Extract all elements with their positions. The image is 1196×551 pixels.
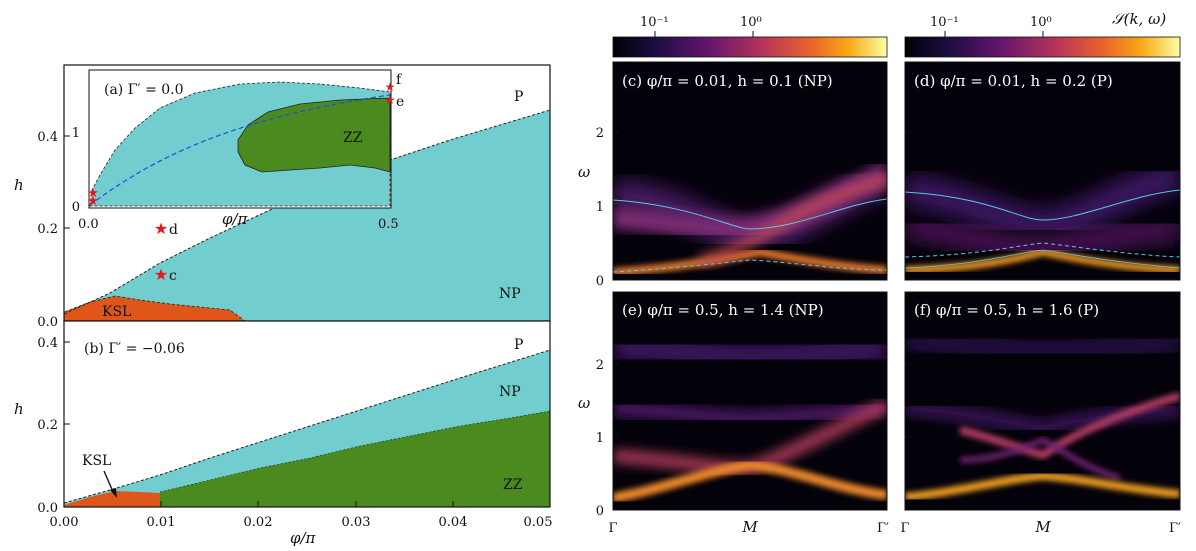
inset-label-f: f xyxy=(396,72,403,88)
spectrum-c-ytick-0: 0 xyxy=(596,274,604,289)
colorbar-right: 10⁻¹ 10⁰ 𝒮(k, ω) xyxy=(904,10,1181,58)
bottom-label-p: P xyxy=(514,337,523,353)
bottom-label-ksl: KSL xyxy=(82,453,111,469)
spectrum-c-ytick-1: 1 xyxy=(596,200,604,215)
inset-ytick-0: 0 xyxy=(72,200,80,215)
bottom-ksl-region xyxy=(64,491,160,507)
inset-zz-region xyxy=(237,97,391,173)
inset-ytick-1: 1 xyxy=(72,126,80,141)
star-d-label: d xyxy=(169,222,178,238)
inset-label-e: e xyxy=(396,94,404,110)
spectrum-e-ytick-0: 0 xyxy=(596,504,604,519)
spectrum-e: (e) φ/π = 0.5, h = 1.4 (NP) 0 1 2 ω Γ M … xyxy=(578,291,889,536)
top-ytick-1: 0.2 xyxy=(37,222,58,237)
bottom-xtick-5: 0.05 xyxy=(524,515,553,530)
inset-star-e-icon: ★ xyxy=(385,93,396,107)
bottom-label-zz: ZZ xyxy=(503,477,523,493)
spectrum-f-xtick-1: M xyxy=(1034,518,1051,536)
bottom-xtick-3: 0.03 xyxy=(342,515,371,530)
star-c-label: c xyxy=(169,268,177,284)
colorbar-label: 𝒮(k, ω) xyxy=(1112,10,1166,28)
spectrum-c-ytick-2: 2 xyxy=(596,126,604,141)
inset-xtick-0: 0.0 xyxy=(78,217,99,232)
spectrum-e-xtick-0: Γ xyxy=(608,521,617,536)
top-label-ksl: KSL xyxy=(102,304,131,320)
spectrum-e-ytick-1: 1 xyxy=(596,431,604,446)
spectrum-e-ytick-2: 2 xyxy=(596,358,604,373)
top-label-np: NP xyxy=(499,286,521,302)
bottom-xtick-4: 0.04 xyxy=(439,515,468,530)
spectrum-f-xtick-2: Γ′ xyxy=(1169,521,1181,536)
ksl-region xyxy=(63,295,247,322)
spectrum-c-title: (c) φ/π = 0.01, h = 0.1 (NP) xyxy=(622,72,833,90)
spectrum-d-title: (d) φ/π = 0.01, h = 0.2 (P) xyxy=(914,72,1113,90)
inset-xtick-1: 0.5 xyxy=(378,217,399,232)
colorbar-left-tick-1: 10⁰ xyxy=(740,15,762,30)
inset-star-f-icon: ★ xyxy=(385,80,396,94)
bottom-ylabel: h xyxy=(14,400,24,418)
spectrum-bottom-ylabel: ω xyxy=(578,394,590,412)
bottom-ytick-0: 0.0 xyxy=(37,501,58,516)
top-ytick-0: 0.0 xyxy=(37,315,58,330)
bottom-ytick-1: 0.2 xyxy=(37,418,58,433)
spectrum-f: (f) φ/π = 0.5, h = 1.6 (P) Γ M Γ′ xyxy=(900,291,1181,536)
inset-xlabel: φ/π xyxy=(222,210,249,228)
bottom-xtick-0: 0.00 xyxy=(50,515,79,530)
bottom-label-np: NP xyxy=(499,384,521,400)
top-ylabel: h xyxy=(14,176,24,194)
bottom-xlabel: φ/π xyxy=(290,529,317,547)
bottom-title: (b) Γ′ = −0.06 xyxy=(84,341,185,357)
colorbar-left: 10⁻¹ 10⁰ xyxy=(612,15,888,58)
inset-title-text: (a) Γ′ = 0.0 xyxy=(104,82,184,98)
colorbar-left-tick-0: 10⁻¹ xyxy=(640,15,669,30)
inset-label-zz: ZZ xyxy=(343,130,363,146)
top-ytick-2: 0.4 xyxy=(37,130,58,145)
spectrum-d: (d) φ/π = 0.01, h = 0.2 (P) xyxy=(904,61,1181,281)
star-d-icon: ★ xyxy=(154,219,168,238)
inset-star-1-icon: ★ xyxy=(87,186,99,201)
spectrum-e-title: (e) φ/π = 0.5, h = 1.4 (NP) xyxy=(622,301,824,319)
inset-star-2-icon: ★ xyxy=(87,194,99,209)
spectrum-e-xtick-1: M xyxy=(741,518,758,536)
spectrum-e-xtick-2: Γ′ xyxy=(877,521,889,536)
np-region xyxy=(64,110,550,321)
spectrum-f-title: (f) φ/π = 0.5, h = 1.6 (P) xyxy=(914,301,1099,319)
colorbar-right-tick-1: 10⁰ xyxy=(1030,15,1052,30)
spectrum-top-ylabel: ω xyxy=(578,163,590,181)
bottom-xtick-2: 0.02 xyxy=(244,515,273,530)
bottom-xtick-1: 0.01 xyxy=(147,515,176,530)
spectrum-c: (c) φ/π = 0.01, h = 0.1 (NP) 0 1 2 ω xyxy=(578,61,888,289)
bottom-phase-diagram: 0.0 0.2 0.4 0.00 0.01 0.02 0.03 0.04 0.0… xyxy=(14,320,553,547)
spectrum-f-xtick-0: Γ xyxy=(900,521,909,536)
colorbar-right-tick-0: 10⁻¹ xyxy=(930,15,959,30)
star-c-icon: ★ xyxy=(154,265,168,284)
inset-a: (a) Γ′ = 0.0 ZZ 0.0 0.5 0 1 φ/π ★ ★ ★ ★ … xyxy=(72,69,404,232)
bottom-zz-region xyxy=(160,411,550,507)
top-label-p: P xyxy=(514,89,523,105)
bottom-ytick-2: 0.4 xyxy=(37,336,58,351)
